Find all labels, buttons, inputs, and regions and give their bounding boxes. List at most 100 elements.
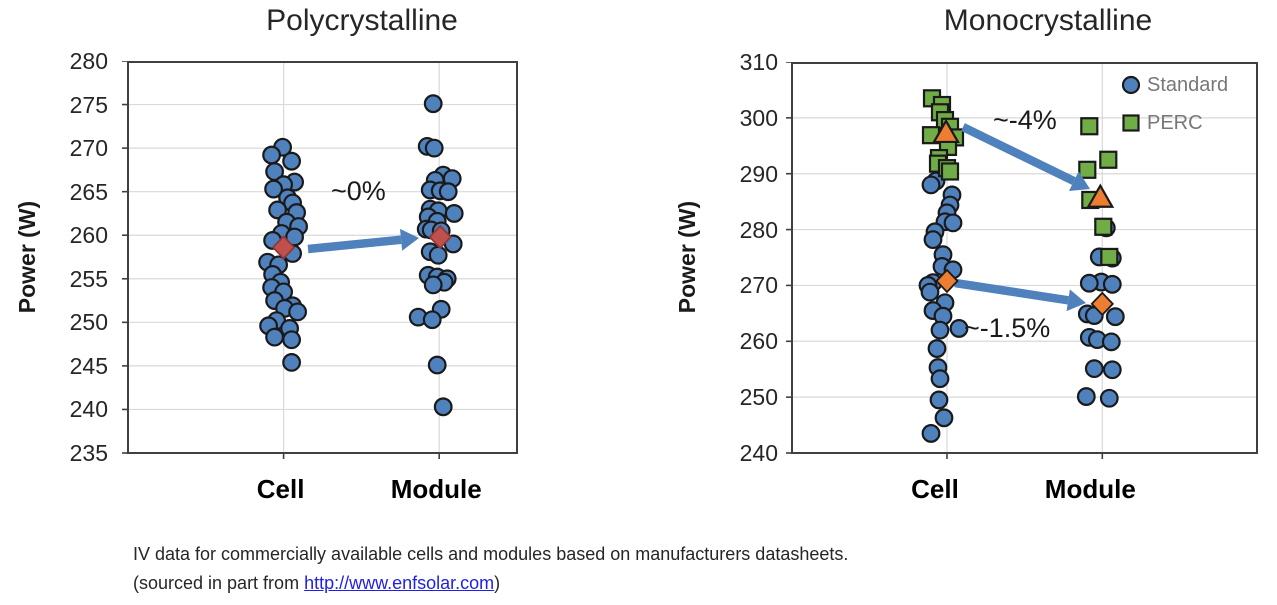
category-label-cell: Cell bbox=[256, 474, 305, 504]
category-label-cell: Cell bbox=[911, 474, 959, 504]
y-tick-label: 240 bbox=[69, 396, 108, 423]
y-tick-label: 310 bbox=[739, 49, 778, 75]
data-point-circle bbox=[930, 320, 950, 340]
y-tick-label: 280 bbox=[69, 48, 108, 74]
legend-label-standard: Standard bbox=[1147, 73, 1229, 96]
caption-line2: (sourced in part from http://www.enfsola… bbox=[133, 569, 848, 598]
y-tick-label: 270 bbox=[739, 272, 778, 299]
annotation-poly-change: ~0% bbox=[331, 176, 386, 206]
data-point-circle bbox=[427, 355, 447, 375]
caption-line2-suffix: ) bbox=[494, 573, 501, 593]
y-tick-label: 260 bbox=[739, 328, 778, 355]
y-tick-label: 275 bbox=[69, 91, 108, 118]
data-point-circle bbox=[934, 408, 954, 428]
y-tick-label: 265 bbox=[69, 178, 108, 205]
change-arrow bbox=[954, 278, 1069, 305]
chart-title-monocrystalline: Monocrystalline bbox=[943, 4, 1153, 37]
data-point-circle bbox=[949, 319, 969, 338]
change-arrow bbox=[961, 123, 1076, 185]
change-arrow-head bbox=[1068, 171, 1090, 191]
change-arrow-head bbox=[1066, 289, 1086, 312]
data-point-circle bbox=[265, 327, 285, 347]
caption-line1: IV data for commercially available cells… bbox=[133, 544, 849, 564]
monocrystalline-scatter-plot bbox=[786, 62, 1258, 459]
data-point-circle bbox=[1102, 274, 1122, 294]
category-label-module: Module bbox=[390, 474, 482, 504]
data-point-circle bbox=[444, 204, 464, 223]
data-point-square bbox=[940, 162, 960, 181]
data-point-circle bbox=[262, 145, 282, 165]
data-point-circle bbox=[920, 282, 940, 302]
annotation-mono-standard-change: ~-1.5% bbox=[964, 313, 1051, 343]
data-point-square bbox=[1078, 160, 1097, 179]
y-tick-label: 290 bbox=[739, 160, 778, 187]
data-point-circle bbox=[422, 310, 442, 330]
y-tick-label: 300 bbox=[739, 104, 778, 131]
data-point-circle bbox=[282, 151, 302, 171]
legend-square-icon bbox=[1122, 114, 1140, 132]
legend-circle-icon bbox=[1121, 75, 1141, 95]
caption-line2-prefix: (sourced in part from bbox=[133, 573, 305, 593]
data-point-square bbox=[1094, 217, 1113, 236]
data-point-circle bbox=[921, 175, 941, 195]
data-point-square bbox=[1100, 247, 1119, 267]
data-point-circle bbox=[288, 302, 308, 322]
y-tick-label: 240 bbox=[739, 440, 778, 466]
average-diamond-marker bbox=[1090, 291, 1115, 317]
data-point-circle bbox=[433, 397, 453, 417]
y-tick-label: 250 bbox=[69, 309, 108, 336]
data-point-circle bbox=[1102, 360, 1122, 380]
plot-border bbox=[127, 61, 518, 454]
caption: IV data for commercially available cells… bbox=[133, 540, 848, 598]
data-point-circle bbox=[1105, 307, 1125, 327]
average-triangle-marker bbox=[932, 118, 960, 144]
enfsolar-hyperlink[interactable]: http://www.enfsolar.com bbox=[304, 573, 495, 593]
chart-title-polycrystalline: Polycrystalline bbox=[266, 4, 458, 37]
change-arrow-head bbox=[400, 228, 419, 251]
data-point-circle bbox=[1099, 388, 1119, 408]
data-point-circle bbox=[264, 179, 284, 199]
annotation-mono-perc-change: ~-4% bbox=[993, 105, 1057, 135]
average-diamond-marker bbox=[935, 268, 959, 294]
y-tick-label: 235 bbox=[69, 440, 108, 466]
data-point-circle bbox=[1079, 273, 1099, 293]
data-point-circle bbox=[921, 424, 941, 443]
data-point-circle bbox=[438, 182, 458, 202]
data-point-circle bbox=[423, 275, 443, 295]
y-axis-title-right: Power (W) bbox=[674, 200, 700, 314]
data-point-circle bbox=[1084, 359, 1104, 379]
data-point-circle bbox=[1101, 332, 1121, 352]
y-tick-label: 270 bbox=[69, 135, 108, 162]
data-point-circle bbox=[282, 330, 302, 350]
y-tick-label: 280 bbox=[739, 216, 778, 243]
average-diamond-marker bbox=[271, 235, 296, 260]
legend-item-standard: Standard bbox=[1120, 72, 1260, 98]
y-tick-label: 255 bbox=[69, 265, 108, 292]
y-tick-label: 250 bbox=[739, 384, 778, 411]
change-arrow bbox=[307, 235, 402, 254]
category-label-module: Module bbox=[1044, 474, 1136, 504]
data-point-circle bbox=[927, 339, 947, 358]
data-point-circle bbox=[1076, 387, 1096, 406]
data-point-circle bbox=[424, 138, 444, 158]
legend: Standard PERC bbox=[1120, 72, 1260, 148]
data-point-circle bbox=[423, 94, 443, 114]
data-point-circle bbox=[428, 245, 448, 265]
polycrystalline-scatter-plot bbox=[122, 61, 518, 459]
data-point-square bbox=[1099, 150, 1118, 169]
data-point-circle bbox=[943, 213, 963, 233]
average-diamond-marker bbox=[428, 224, 452, 250]
data-point-circle bbox=[282, 353, 302, 372]
data-point-circle bbox=[930, 369, 950, 389]
legend-label-perc: PERC bbox=[1147, 111, 1203, 134]
average-triangle-marker bbox=[1086, 183, 1115, 208]
y-tick-label: 260 bbox=[69, 222, 108, 249]
data-point-circle bbox=[923, 230, 943, 250]
plot-border bbox=[791, 62, 1258, 454]
legend-item-perc: PERC bbox=[1120, 110, 1260, 136]
y-tick-label: 245 bbox=[69, 352, 108, 379]
data-point-circle bbox=[929, 390, 949, 410]
data-point-square bbox=[1080, 117, 1099, 136]
y-axis-title-left: Power (W) bbox=[14, 200, 40, 314]
